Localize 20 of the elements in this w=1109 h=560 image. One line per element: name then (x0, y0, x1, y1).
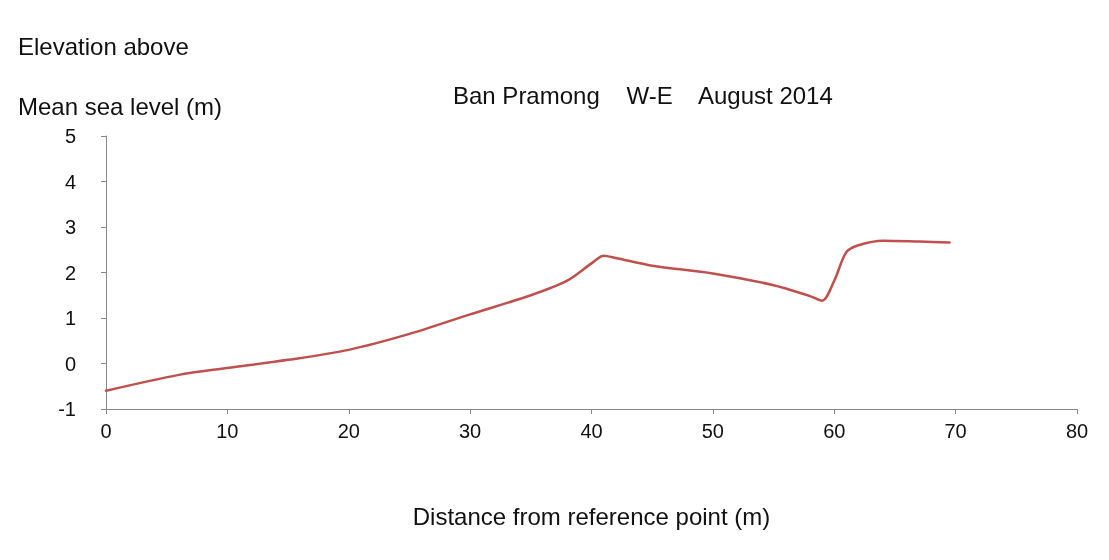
y-tick-label: 0 (64, 352, 76, 375)
x-tick-label: 50 (701, 420, 724, 442)
line-series (104, 239, 951, 393)
y-tick-label: 3 (64, 216, 76, 238)
y-tick-label: -1 (58, 398, 76, 420)
x-tick-label: 70 (944, 420, 967, 442)
x-tick-label: 40 (580, 420, 603, 442)
x-tick-label: 10 (216, 420, 239, 442)
x-tick-label: 60 (823, 420, 846, 442)
text: Elevation above Mean sea level (m) (18, 32, 223, 120)
y-tick-label: 2 (64, 261, 76, 284)
y-tick-label: 5 (64, 125, 76, 147)
x-tick-label: 80 (1065, 420, 1089, 442)
x-tick-label: 20 (337, 420, 360, 442)
y-tick-label: 1 (64, 307, 76, 329)
y-tick-label: 4 (64, 170, 76, 193)
x-tick-label: 0 (100, 420, 112, 442)
x-axis-title: Distance from reference point (m) (412, 502, 771, 530)
chart-title: Ban Pramong W-E August 2014 (453, 81, 833, 109)
x-tick-label: 30 (459, 420, 482, 442)
